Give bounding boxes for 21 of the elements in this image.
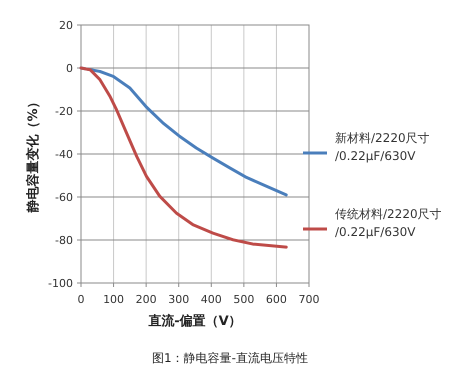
y-axis-title: 静电容量变化（%） bbox=[25, 95, 41, 214]
x-tick-label: 700 bbox=[298, 293, 320, 306]
y-tick-label: -60 bbox=[55, 191, 73, 204]
x-tick-label: 600 bbox=[266, 293, 287, 306]
x-tick-label: 400 bbox=[200, 293, 222, 306]
caption: 图1：静电容量-直流电压特性 bbox=[152, 351, 308, 365]
y-tick-label: -40 bbox=[55, 148, 73, 161]
x-tick-label: 0 bbox=[78, 293, 84, 306]
x-axis-title: 直流-偏置（V） bbox=[147, 313, 242, 329]
x-tick-label: 500 bbox=[233, 293, 254, 306]
legend-label: 新材料/2220尺寸/0.22μF/630V bbox=[335, 131, 430, 163]
line-series bbox=[80, 66, 288, 249]
y-tick-label: 0 bbox=[66, 62, 73, 75]
legend-label: 传统材料/2220尺寸/0.22μF/630V bbox=[335, 207, 442, 239]
x-tick-label: 100 bbox=[103, 293, 124, 306]
y-tick-label: 20 bbox=[59, 19, 73, 32]
y-tick-label: -20 bbox=[55, 105, 73, 118]
x-tick-label: 200 bbox=[136, 293, 157, 306]
y-tick-label: -100 bbox=[48, 277, 73, 290]
x-tick-label: 300 bbox=[168, 293, 190, 306]
y-tick-label: -80 bbox=[55, 234, 73, 247]
